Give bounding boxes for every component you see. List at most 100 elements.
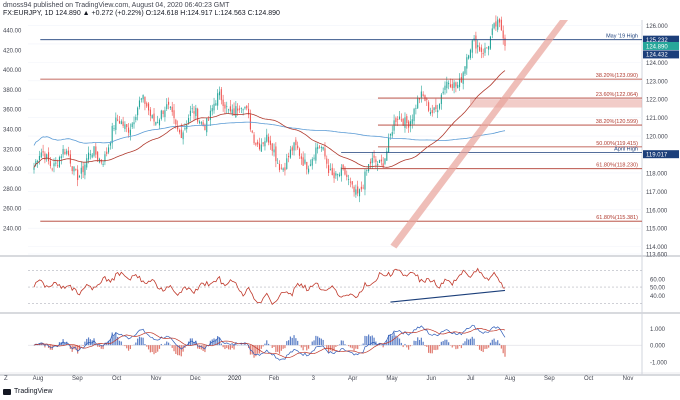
macd-bar (44, 345, 46, 348)
macd-bar (340, 340, 342, 346)
date-label: Nov (623, 376, 634, 382)
macd-bar (335, 345, 337, 347)
macd-bar (137, 338, 139, 346)
candle-body (38, 155, 41, 160)
candle-body (415, 108, 417, 109)
macd-bar (417, 337, 419, 346)
candle-body (189, 110, 191, 116)
macd-bar (107, 341, 110, 346)
candle-body (35, 160, 37, 165)
candle-body (300, 156, 302, 159)
left-tick-label: 360.00 (3, 108, 22, 114)
candle-body (471, 40, 473, 53)
ma-blue-line (33, 121, 506, 146)
macd-bar (149, 345, 151, 353)
date-label: Sep (544, 376, 555, 382)
level-label: May '19 High (606, 34, 638, 40)
trend-channel (390, 20, 568, 249)
right-tick-label: 123.000 (646, 79, 668, 85)
macd-bar (218, 337, 221, 346)
macd-bar (98, 345, 101, 347)
macd-bar (77, 345, 79, 354)
candle-body (280, 167, 282, 169)
macd-bar (127, 345, 130, 351)
macd-tick-label: 0.000 (650, 344, 666, 350)
candle-body (200, 122, 202, 124)
right-tick-label: 116.000 (646, 208, 668, 214)
macd-bar (382, 345, 384, 348)
candle-body (242, 109, 244, 111)
macd-bar (353, 345, 355, 352)
macd-bar (373, 337, 375, 346)
candle-body (349, 181, 351, 183)
macd-bar (389, 334, 392, 346)
candle-body (173, 110, 175, 119)
macd-bar (226, 345, 228, 349)
right-tick-label: 113.600 (646, 253, 668, 259)
candle-body (260, 144, 262, 152)
candle-body (362, 187, 364, 189)
macd-bar (429, 345, 432, 354)
candle-body (42, 151, 44, 153)
candle-body (304, 159, 306, 164)
macd-bar (460, 345, 462, 349)
candle-body (86, 158, 88, 168)
macd-bar (258, 345, 261, 354)
macd-bar (177, 345, 179, 356)
candle-body (218, 91, 221, 96)
candle-body (382, 163, 384, 167)
macd-bar (100, 345, 102, 349)
candles-group (33, 15, 506, 203)
macd-bar (322, 339, 324, 346)
macd-bar (231, 345, 233, 349)
macd-bar (78, 345, 81, 350)
candle-body (197, 108, 199, 122)
macd-bar (480, 345, 482, 352)
macd-bar (182, 345, 184, 352)
candle-body (184, 128, 186, 130)
candle-body (337, 174, 339, 176)
candle-body (77, 169, 79, 180)
macd-bar (104, 344, 106, 346)
macd-bar (273, 345, 275, 348)
date-label: Aug (33, 376, 44, 382)
macd-bar (375, 341, 377, 346)
macd-bar (289, 336, 292, 346)
macd-bar (426, 345, 428, 347)
date-label: Jul (467, 376, 475, 382)
candle-body (73, 166, 75, 172)
candle-body (198, 121, 201, 124)
macd-bar (349, 345, 352, 348)
candle-body (417, 97, 419, 109)
macd-bar (495, 341, 497, 346)
candle-body (255, 142, 257, 145)
candle-body (464, 66, 466, 74)
candle-body (217, 93, 219, 106)
candle-body (386, 151, 388, 161)
macd-bar (275, 345, 277, 353)
macd-bar (409, 345, 412, 347)
macd-bar (106, 344, 108, 346)
macd-line (33, 324, 506, 361)
macd-bar (178, 345, 181, 356)
macd-bar (464, 341, 466, 346)
brand-label: TradingView (14, 388, 53, 395)
macd-bar (138, 336, 141, 346)
macd-bar (253, 345, 255, 358)
candle-body (100, 159, 102, 163)
candle-body (438, 104, 441, 109)
candle-body (60, 156, 62, 159)
candle-body (171, 106, 173, 113)
macd-bar (446, 339, 448, 346)
candle-body (291, 147, 293, 151)
macd-bar (66, 341, 68, 346)
macd-bar (415, 340, 417, 346)
price-badge-label: 124.432 (646, 53, 668, 59)
date-label: Feb (269, 376, 280, 382)
candle-body (277, 162, 279, 164)
candle-body (389, 133, 391, 136)
candle-body (257, 141, 259, 145)
macd-bar (433, 345, 435, 350)
candle-body (451, 84, 453, 89)
